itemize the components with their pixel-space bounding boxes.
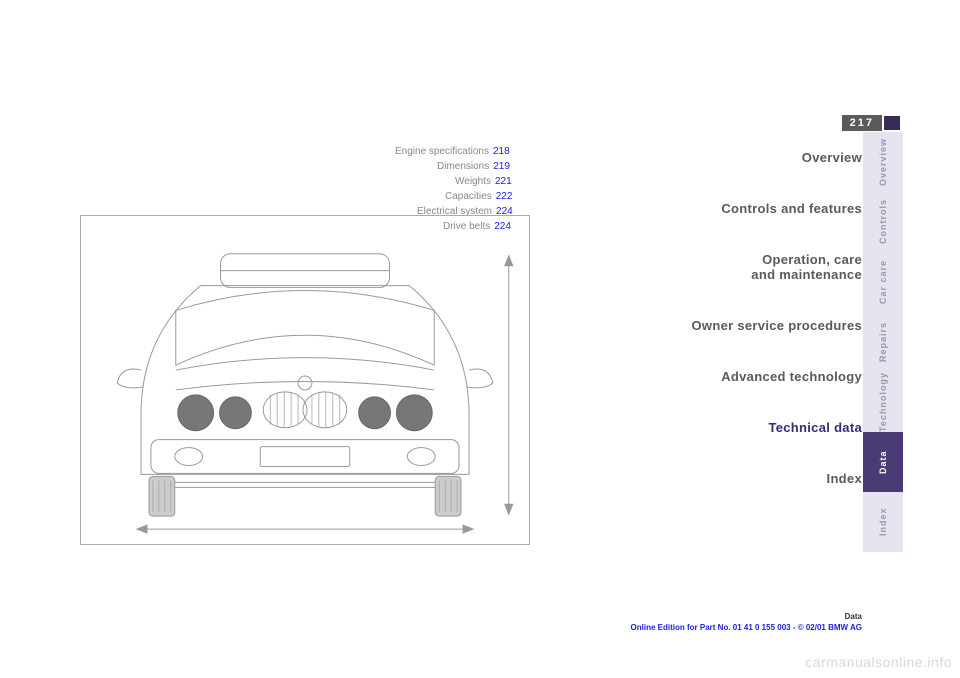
side-tab-strip: OverviewControlsCar careRepairsTechnolog… [863, 132, 903, 552]
section-nav: Overview Controls and features Operation, … [632, 150, 862, 486]
side-tab[interactable]: Overview [863, 132, 903, 192]
side-tab[interactable]: Index [863, 492, 903, 552]
section-link[interactable]: Technical data [632, 420, 862, 435]
toc-entry-page: 222 [496, 191, 513, 202]
toc-entry[interactable]: Dimensions 219 [395, 159, 513, 174]
page-number: 217 [842, 115, 882, 131]
page-footer: Data Online Edition for Part No. 01 41 0… [631, 612, 862, 633]
toc-entry-label: Dimensions [437, 161, 489, 172]
toc-entry-label: Engine specifications [395, 146, 489, 157]
toc-entry[interactable]: Capacities 222 [395, 189, 513, 204]
section-link[interactable]: Index [632, 471, 862, 486]
toc-entry-page: 218 [493, 146, 510, 157]
car-front-illustration [80, 215, 530, 545]
page-number-accent [884, 116, 900, 130]
footer-edition-line: Online Edition for Part No. 01 41 0 155 … [631, 623, 862, 633]
section-link[interactable]: Controls and features [632, 201, 862, 216]
side-tab[interactable]: Controls [863, 192, 903, 252]
toc-entry-page: 221 [495, 176, 512, 187]
section-link[interactable]: Advanced technology [632, 369, 862, 384]
page-number-block: 217 [842, 115, 900, 131]
source-watermark: carmanualsonline.info [805, 654, 952, 670]
section-link[interactable]: Operation, care [632, 252, 862, 267]
footer-section-name: Data [631, 612, 862, 622]
side-tab[interactable]: Technology [863, 372, 903, 432]
side-tab[interactable]: Car care [863, 252, 903, 312]
toc-entry-label: Weights [455, 176, 491, 187]
section-link[interactable]: Owner service procedures [632, 318, 862, 333]
side-tab[interactable]: Repairs [863, 312, 903, 372]
toc-entry-page: 219 [493, 161, 510, 172]
section-link[interactable]: Overview [632, 150, 862, 165]
car-illustration-svg [81, 216, 529, 544]
side-tab[interactable]: Data [863, 432, 903, 492]
toc-entry[interactable]: Engine specifications 218 [395, 144, 513, 159]
toc-entry[interactable]: Weights 221 [395, 174, 513, 189]
toc-entry-label: Capacities [445, 191, 492, 202]
section-link-line2[interactable]: and maintenance [632, 267, 862, 282]
